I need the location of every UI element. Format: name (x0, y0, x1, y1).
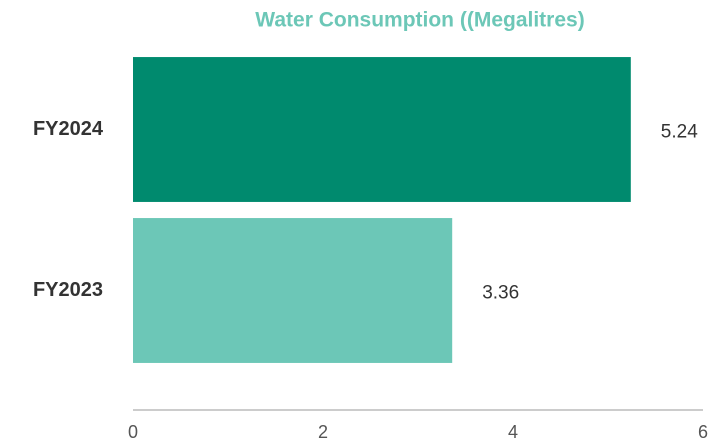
category-label: FY2024 (33, 118, 104, 140)
data-label: 5.24 (661, 122, 698, 143)
data-label: 3.36 (482, 283, 519, 304)
x-tick-label: 2 (318, 422, 328, 442)
chart-title: Water Consumption ((Megalitres) (255, 9, 584, 32)
bar (133, 218, 453, 363)
category-label: FY2023 (33, 279, 103, 301)
bar (133, 57, 631, 202)
x-tick-label: 0 (128, 422, 138, 442)
x-tick-label: 6 (698, 422, 708, 442)
x-tick-label: 4 (508, 422, 518, 442)
